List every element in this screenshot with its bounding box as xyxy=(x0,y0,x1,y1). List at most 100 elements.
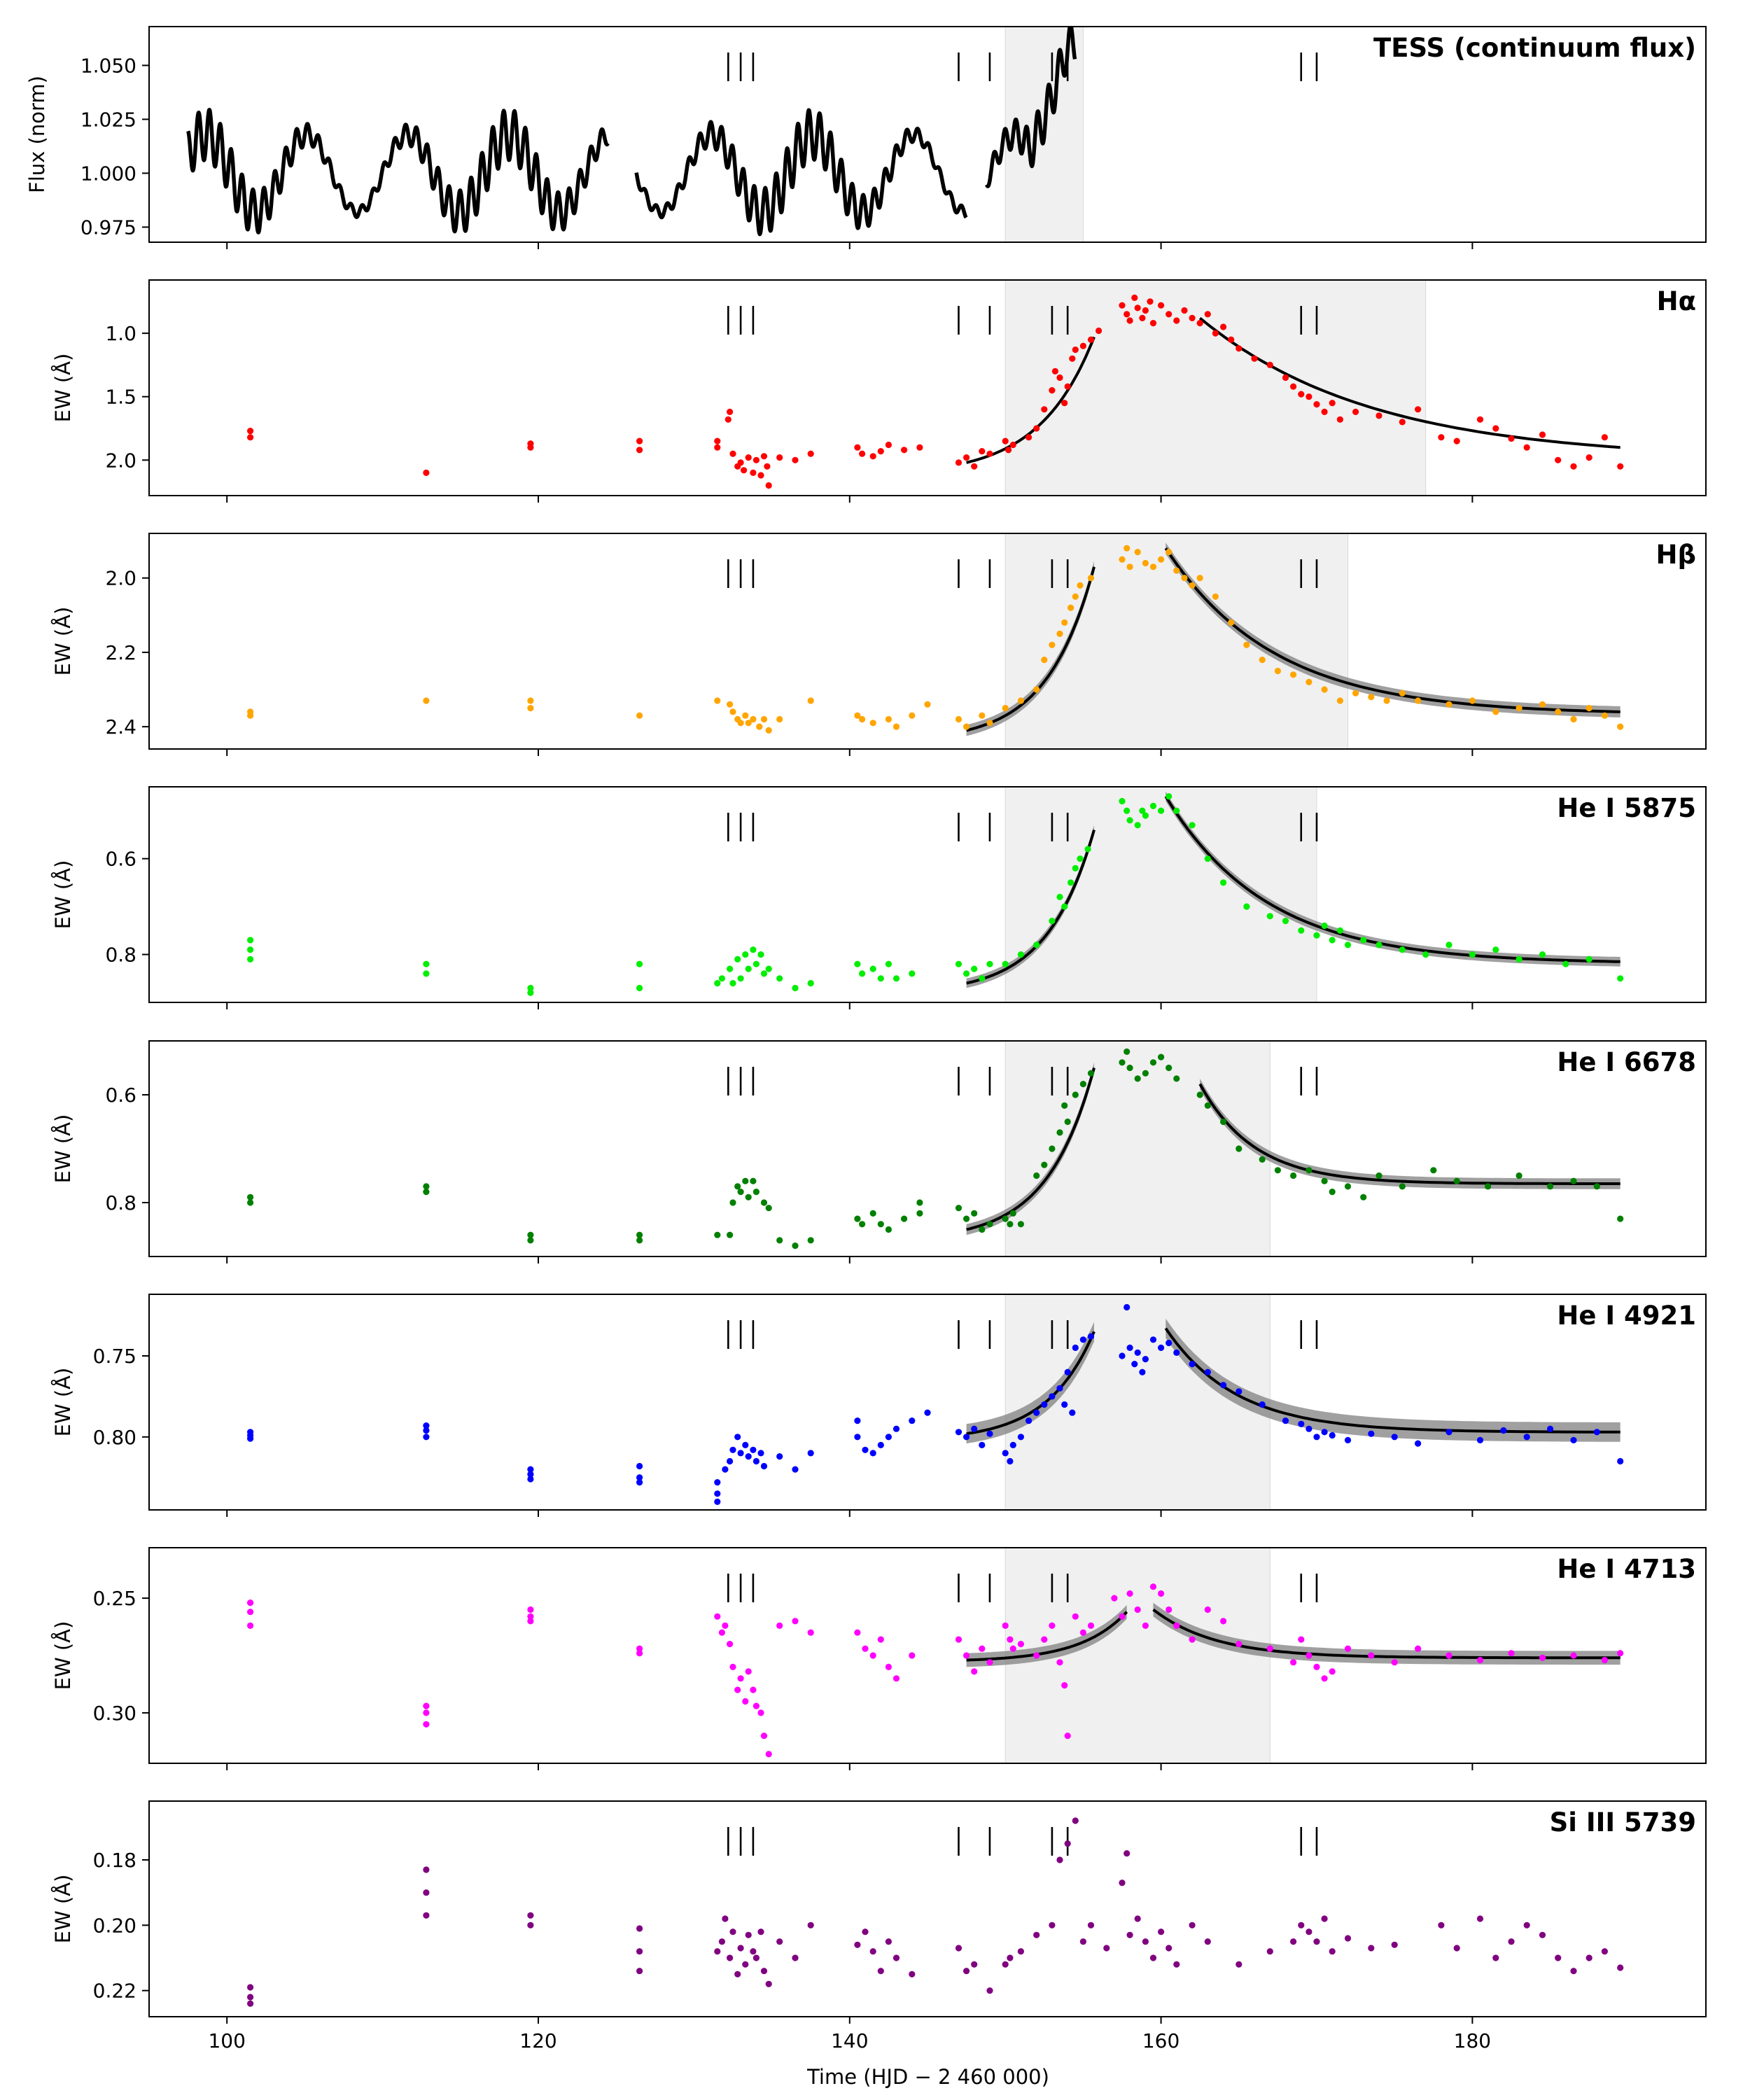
data-point xyxy=(1438,434,1445,441)
data-point xyxy=(1391,1434,1398,1441)
data-point xyxy=(752,1189,760,1196)
data-point xyxy=(1189,822,1196,829)
data-point xyxy=(1166,1339,1172,1347)
data-point xyxy=(955,1945,962,1952)
data-point xyxy=(423,970,430,977)
data-point xyxy=(527,705,534,712)
data-point xyxy=(1368,1652,1375,1659)
panel-frame xyxy=(148,533,1707,750)
data-point xyxy=(1087,1921,1095,1928)
data-point xyxy=(792,1954,799,1961)
data-point xyxy=(1142,1356,1149,1363)
data-point xyxy=(423,1709,430,1716)
data-point xyxy=(1061,1401,1068,1408)
data-point xyxy=(1321,922,1328,930)
data-point xyxy=(877,1441,884,1448)
data-point xyxy=(1124,1048,1130,1055)
data-point xyxy=(877,448,884,455)
data-point xyxy=(722,1622,729,1629)
data-point xyxy=(1181,575,1188,582)
data-point xyxy=(1251,355,1258,362)
data-point xyxy=(1259,657,1266,664)
data-point xyxy=(1336,416,1343,423)
data-point xyxy=(1142,559,1149,567)
data-point xyxy=(1204,855,1211,862)
fit-band-rise xyxy=(966,1604,1127,1667)
panel-title: Hα xyxy=(1657,286,1696,316)
data-point xyxy=(1033,1172,1040,1180)
data-point xyxy=(986,1430,993,1437)
data-point xyxy=(1415,1645,1422,1652)
data-point xyxy=(636,1474,643,1481)
data-point xyxy=(1352,690,1359,696)
data-point xyxy=(1446,1429,1452,1436)
data-point xyxy=(729,708,736,715)
data-point xyxy=(1329,1668,1336,1675)
data-point xyxy=(1236,1641,1242,1648)
data-point xyxy=(1321,1429,1328,1436)
y-tick-label: 0.975 xyxy=(80,216,136,239)
data-point xyxy=(423,960,430,967)
data-point xyxy=(1072,1817,1079,1824)
data-point xyxy=(714,1231,721,1238)
data-point xyxy=(1617,463,1624,470)
panel-frame xyxy=(148,1040,1707,1257)
data-point xyxy=(1139,807,1146,814)
data-point xyxy=(1617,723,1624,730)
x-tick-label: 100 xyxy=(208,2029,245,2052)
data-point xyxy=(1041,1401,1048,1408)
data-point xyxy=(423,1912,430,1919)
data-point xyxy=(1072,1344,1079,1351)
y-axis-label: EW (Å) xyxy=(51,607,75,676)
data-point xyxy=(1204,1368,1211,1376)
shared-x-axis: Time (HJD − 2 460 000) 100 120 140 160 180 xyxy=(208,2029,1491,2089)
data-point xyxy=(854,1629,861,1636)
data-point xyxy=(792,1242,799,1250)
y-tick-label: 1.000 xyxy=(80,162,136,185)
data-point xyxy=(423,1866,430,1873)
data-point xyxy=(636,447,643,454)
data-point xyxy=(527,697,534,704)
data-point xyxy=(727,965,734,972)
data-point xyxy=(729,1199,736,1206)
data-point xyxy=(862,1446,869,1453)
data-point xyxy=(1142,812,1149,819)
data-point xyxy=(854,960,861,967)
data-point xyxy=(1228,619,1235,626)
data-point xyxy=(1228,336,1235,343)
data-point xyxy=(1009,1210,1016,1217)
data-point xyxy=(901,1215,908,1222)
data-point xyxy=(1562,960,1569,967)
data-point xyxy=(1041,1636,1048,1643)
data-point xyxy=(1282,918,1289,925)
data-point xyxy=(1298,1921,1305,1928)
data-point xyxy=(1360,937,1367,944)
data-point xyxy=(423,1189,430,1196)
data-point xyxy=(1492,425,1499,432)
data-point xyxy=(909,1970,916,1977)
data-point xyxy=(1119,1352,1126,1359)
data-point xyxy=(1147,298,1154,305)
data-point xyxy=(971,1210,978,1217)
data-point xyxy=(1056,374,1063,382)
data-point xyxy=(877,1968,884,1975)
data-point xyxy=(1290,1659,1297,1666)
data-point xyxy=(1124,545,1130,552)
lightcurve-segment xyxy=(985,27,1077,188)
x-tick-label: 120 xyxy=(519,2029,556,2052)
data-point xyxy=(1220,879,1227,886)
data-point xyxy=(807,1450,814,1457)
data-point xyxy=(1072,593,1079,600)
data-point xyxy=(714,438,721,444)
data-point xyxy=(247,1199,254,1206)
data-point xyxy=(1259,1156,1266,1163)
data-point xyxy=(1079,1081,1086,1088)
data-point xyxy=(423,1427,430,1434)
y-tick-label: 0.20 xyxy=(93,1914,136,1937)
lightcurve-segment xyxy=(634,108,968,237)
data-point xyxy=(1126,317,1133,324)
data-point xyxy=(1142,1070,1149,1077)
data-point xyxy=(1329,1432,1336,1439)
data-point xyxy=(955,459,962,466)
data-point xyxy=(1149,1583,1157,1590)
